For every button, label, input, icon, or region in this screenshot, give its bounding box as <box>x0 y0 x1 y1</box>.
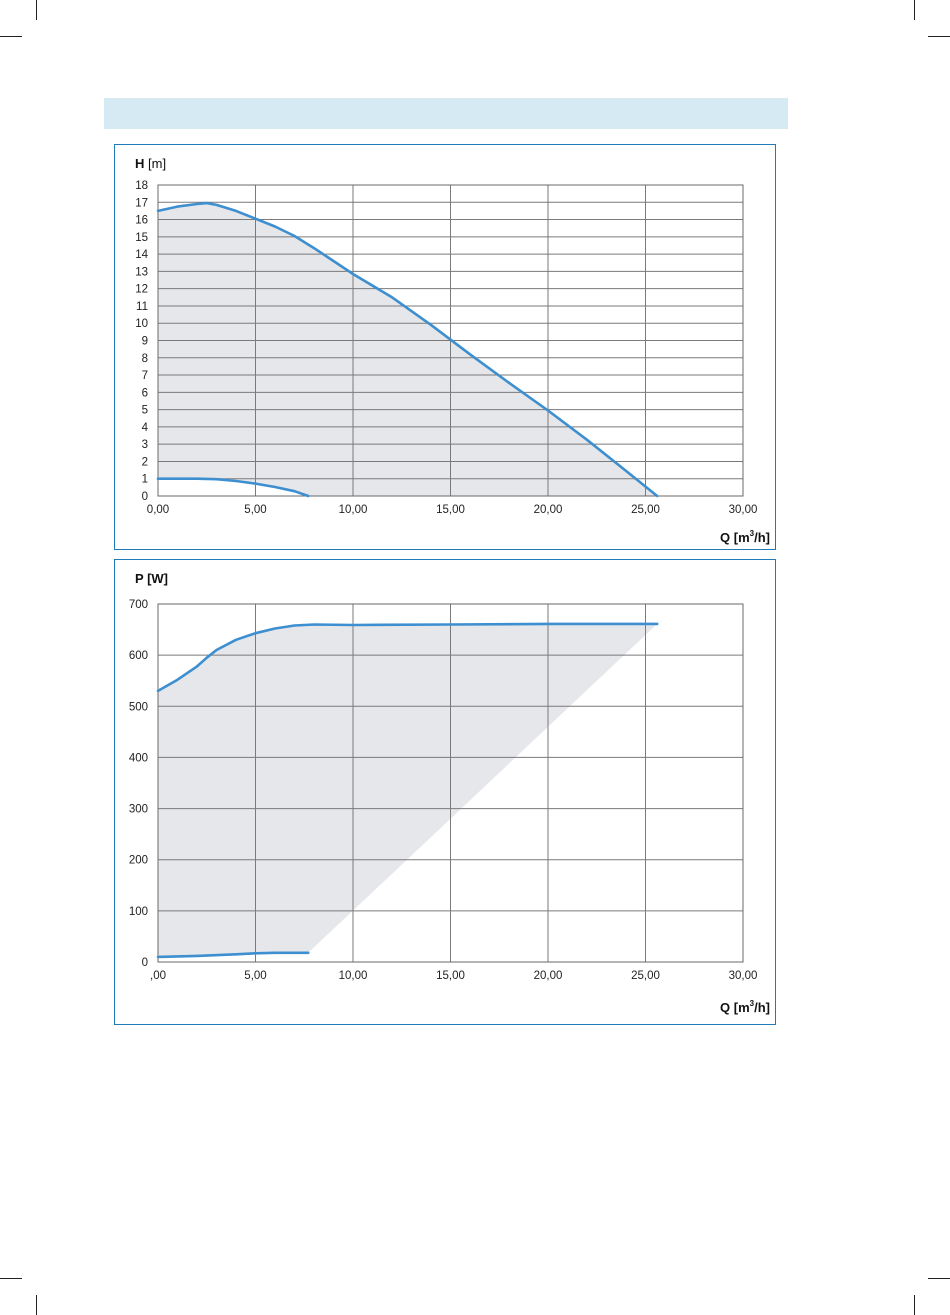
crop-mark <box>928 36 950 37</box>
plot-frame <box>157 603 744 963</box>
min-curve <box>156 951 310 959</box>
y-tick-label: 200 <box>129 855 148 867</box>
crop-mark <box>0 1278 22 1279</box>
power-chart-panel: 0 100 200 300 400 500 600 700 ,00 5,00 10,00 15,00… <box>114 559 776 1025</box>
head-chart-panel: 0 1 2 3 4 5 6 7 8 9 10 11 12 13 14 15 16 17 18 0,00 5,00 10,… <box>114 144 776 550</box>
x-tick-label: 15,00 <box>436 970 465 982</box>
y-tick-label: 0 <box>142 491 148 503</box>
crop-mark <box>914 0 915 20</box>
plot-frame <box>157 184 744 497</box>
operating-area <box>158 203 658 496</box>
y-tick-label: 8 <box>142 353 148 365</box>
y-tick-label: 4 <box>142 422 149 434</box>
header-band <box>104 98 788 129</box>
operating-area <box>158 623 658 957</box>
x-tick-label: 30,00 <box>729 970 758 982</box>
x-tick-label: 20,00 <box>534 970 563 982</box>
y-tick-label: 7 <box>142 370 148 382</box>
x-tick-label: 25,00 <box>631 504 660 516</box>
y-tick-label: 9 <box>142 336 148 348</box>
y-tick-label: 3 <box>142 439 148 451</box>
y-tick-label: 300 <box>129 804 148 816</box>
x-tick-label: 10,00 <box>339 970 368 982</box>
crop-mark <box>928 1278 950 1279</box>
max-curve <box>156 622 659 693</box>
y-tick-label: 16 <box>135 215 148 227</box>
y-tick-label: 13 <box>135 266 148 278</box>
x-axis-label: Q [m3/h] <box>720 529 770 545</box>
x-tick-label: 10,00 <box>339 504 368 516</box>
x-tick-label: 25,00 <box>631 970 660 982</box>
y-tick-label: 400 <box>129 752 148 764</box>
x-tick-label: 5,00 <box>244 504 266 516</box>
y-axis-label: P [W] <box>135 571 168 586</box>
y-tick-label: 1 <box>142 474 148 486</box>
x-axis-label: Q [m3/h] <box>720 999 770 1015</box>
x-tick-label: 0,00 <box>147 504 169 516</box>
crop-mark <box>0 36 22 37</box>
y-tick-label: 18 <box>135 180 148 192</box>
min-curve <box>156 477 310 498</box>
y-tick-label: 500 <box>129 701 148 713</box>
y-axis-label: H [m] <box>135 156 166 171</box>
y-tick-label: 2 <box>142 456 148 468</box>
y-tick-label: 100 <box>129 906 148 918</box>
y-tick-label: 17 <box>135 197 148 209</box>
x-tick-label: 15,00 <box>436 504 465 516</box>
crop-mark <box>36 0 37 20</box>
power-chart: 0 100 200 300 400 500 600 700 ,00 5,00 10,00 15,00… <box>129 571 770 1015</box>
y-tick-label: 12 <box>135 284 148 296</box>
y-tick-label: 11 <box>136 301 148 313</box>
y-tick-label: 15 <box>135 232 148 244</box>
y-tick-label: 0 <box>142 957 148 969</box>
max-curve <box>156 201 659 498</box>
x-tick-label: 20,00 <box>534 504 563 516</box>
x-tick-label: 5,00 <box>244 970 266 982</box>
y-tick-label: 10 <box>135 318 148 330</box>
y-tick-label: 700 <box>129 599 148 611</box>
x-tick-label: ,00 <box>150 970 166 982</box>
crop-mark <box>36 1295 37 1315</box>
y-tick-label: 5 <box>142 405 148 417</box>
y-tick-label: 600 <box>129 650 148 662</box>
y-tick-label: 14 <box>135 249 148 261</box>
x-tick-label: 30,00 <box>729 504 758 516</box>
y-tick-label: 6 <box>142 387 148 399</box>
crop-mark <box>914 1295 915 1315</box>
